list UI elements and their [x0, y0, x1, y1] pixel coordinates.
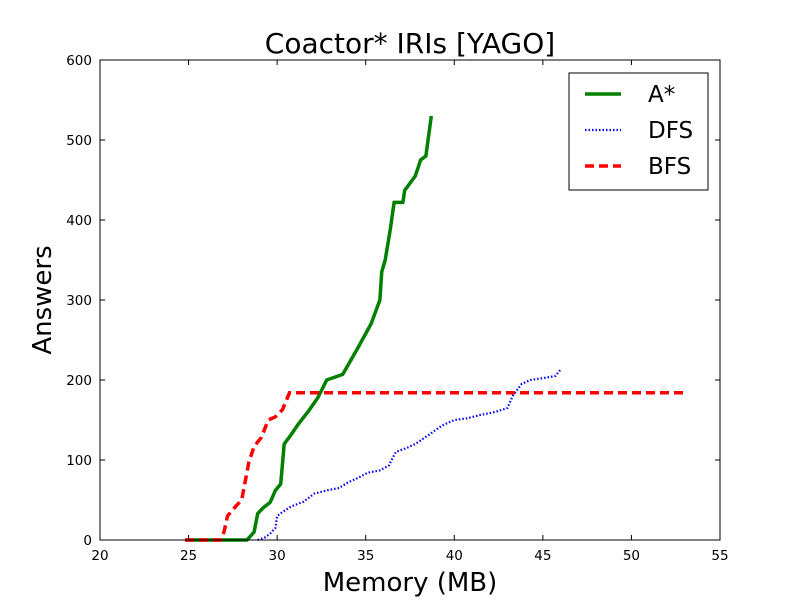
x-axis-label: Memory (MB): [323, 568, 498, 598]
y-tick-label: 0: [83, 533, 92, 549]
y-tick-label: 500: [66, 133, 92, 149]
y-axis-label: Answers: [28, 245, 58, 354]
x-tick-label: 30: [269, 548, 286, 564]
series-line-dfs: [257, 368, 562, 542]
chart-title: Coactor* IRIs [YAGO]: [265, 27, 555, 60]
x-tick-label: 40: [446, 548, 463, 564]
x-tick-label: 25: [180, 548, 197, 564]
series-line-bfs: [185, 391, 685, 542]
y-tick-label: 300: [66, 293, 92, 309]
legend: A* DFS BFS: [568, 72, 709, 191]
x-tick-label: 35: [357, 548, 374, 564]
x-tick-label: 55: [711, 548, 728, 564]
axis-ticks: 20 25 30 35 40 45 50 55 0 100 200 300 400 500 600: [66, 53, 728, 564]
y-tick-label: 200: [66, 373, 92, 389]
x-tick-label: 50: [623, 548, 640, 564]
series-layer: [185, 115, 685, 542]
x-tick-label: 45: [534, 548, 551, 564]
legend-label-dfs: DFS: [648, 118, 693, 144]
y-tick-label: 100: [66, 453, 92, 469]
series-line-a: [185, 115, 434, 542]
y-tick-label: 600: [66, 53, 92, 69]
y-tick-label: 400: [66, 213, 92, 229]
legend-label-bfs: BFS: [648, 154, 691, 180]
x-tick-label: 20: [91, 548, 108, 564]
legend-label-a: A*: [648, 82, 675, 108]
